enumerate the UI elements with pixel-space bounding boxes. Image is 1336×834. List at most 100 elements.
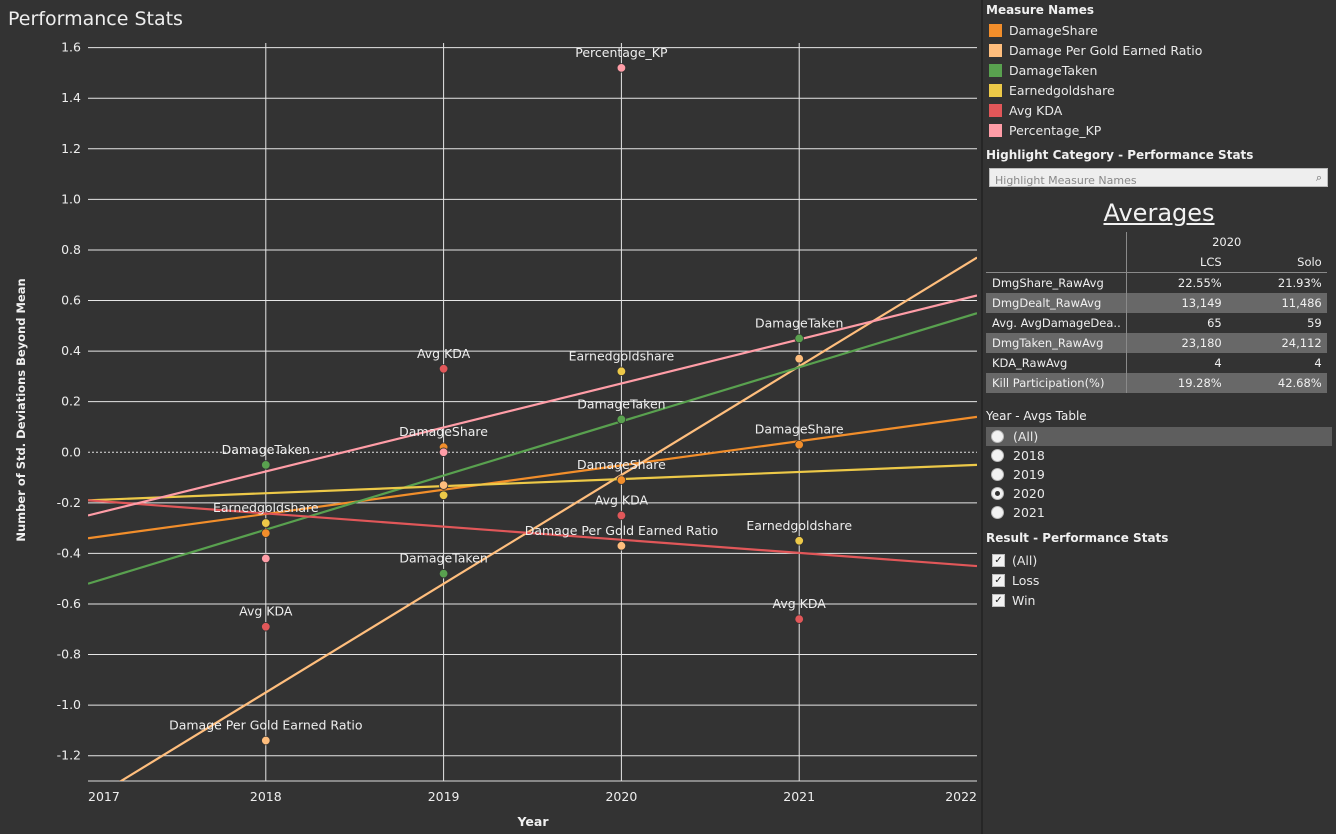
year-option-label: 2018	[1013, 448, 1045, 463]
data-point[interactable]	[616, 414, 627, 425]
search-icon[interactable]: ⌕	[1315, 171, 1322, 184]
averages-row: KDA_RawAvg 4 4	[986, 353, 1327, 373]
radio-button[interactable]	[991, 430, 1004, 443]
data-point[interactable]	[616, 366, 627, 377]
data-point[interactable]	[616, 541, 627, 551]
checkbox[interactable]: ✓	[992, 553, 1005, 567]
legend-item[interactable]: Avg KDA	[986, 100, 1332, 120]
radio-button[interactable]	[991, 487, 1004, 500]
x-tick-label: 2018	[250, 789, 282, 804]
data-point[interactable]	[261, 622, 271, 632]
highlight-title: Highlight Category - Performance Stats	[986, 148, 1254, 162]
data-point[interactable]	[438, 447, 449, 457]
data-point-label: Avg KDA	[239, 604, 293, 619]
year-filter: (All) 2018 2019 2020 2021	[986, 427, 1332, 522]
x-tick-label: 2020	[605, 789, 637, 804]
data-point-label: Avg KDA	[417, 346, 471, 361]
legend-item[interactable]: DamageTaken	[986, 60, 1332, 80]
result-option-label: (All)	[1012, 552, 1038, 568]
legend-label: Avg KDA	[1009, 102, 1063, 118]
year-option[interactable]: 2018	[986, 446, 1332, 465]
highlight-search-box[interactable]: ⌕	[989, 168, 1328, 189]
data-point[interactable]	[261, 528, 271, 538]
year-filter-title: Year - Avgs Table	[986, 409, 1087, 423]
data-point-label: DamageTaken	[222, 442, 310, 457]
legend-item[interactable]: Damage Per Gold Earned Ratio	[986, 40, 1332, 60]
data-point[interactable]	[261, 553, 271, 564]
solo-value: 21.93%	[1226, 272, 1327, 293]
data-point[interactable]	[794, 333, 804, 344]
data-point[interactable]	[616, 475, 627, 485]
data-point[interactable]	[261, 735, 271, 746]
dashboard-title: Performance Stats	[8, 8, 183, 30]
result-option-label: Win	[1012, 592, 1036, 608]
data-point-label: Earnedgoldshare	[746, 518, 852, 533]
legend-swatch	[989, 83, 1002, 97]
checkbox[interactable]: ✓	[992, 573, 1005, 587]
year-option[interactable]: 2020	[986, 484, 1332, 503]
legend-swatch	[989, 123, 1002, 137]
radio-button[interactable]	[991, 506, 1004, 519]
trend-line	[88, 294, 977, 517]
data-point[interactable]	[794, 614, 804, 624]
performance-scatter-chart[interactable]: 1.6 1.4 1.2 1.0 0.8 0.6 0.4 0.2 0.0 -0.2 -0.4 -0.6 -…	[0, 0, 982, 834]
lcs-value: 13,149	[1125, 293, 1227, 313]
y-tick-label: 0.4	[61, 343, 81, 358]
data-point-label: DamageTaken	[577, 396, 665, 411]
data-point[interactable]	[794, 353, 804, 364]
data-point[interactable]	[438, 364, 449, 374]
trend-line	[88, 463, 977, 502]
legend-swatch	[989, 43, 1002, 57]
year-option-label: 2020	[1013, 486, 1045, 501]
data-point[interactable]	[794, 536, 804, 546]
averages-table: 2020 LCS Solo DmgShare_RawAvg 22.55% 21.93…	[986, 232, 1327, 393]
legend-label: Earnedgoldshare	[1009, 82, 1115, 98]
y-tick-label: -0.4	[57, 545, 81, 560]
year-option[interactable]: 2021	[986, 503, 1332, 522]
result-option[interactable]: ✓ Loss	[986, 570, 1332, 590]
y-tick-label: 1.4	[61, 90, 81, 105]
data-point[interactable]	[616, 510, 627, 521]
data-point[interactable]	[261, 518, 271, 528]
legend-item[interactable]: Earnedgoldshare	[986, 80, 1332, 100]
data-point[interactable]	[438, 568, 449, 579]
year-option-label: 2021	[1013, 505, 1045, 520]
lcs-value: 4	[1125, 353, 1227, 373]
result-option[interactable]: ✓ (All)	[986, 550, 1332, 570]
data-point[interactable]	[794, 439, 804, 450]
data-point-label: DamageShare	[577, 457, 666, 472]
row-label: Kill Participation(%)	[986, 373, 1127, 393]
radio-button[interactable]	[991, 449, 1004, 462]
checkbox[interactable]: ✓	[992, 593, 1005, 607]
column-header-lcs: LCS	[1125, 252, 1227, 273]
year-option-label: 2019	[1013, 467, 1045, 482]
year-option[interactable]: (All)	[986, 427, 1332, 446]
averages-row: Avg. AvgDamageDea.. 65 59	[986, 313, 1327, 333]
averages-row: DmgDealt_RawAvg 13,149 11,486	[986, 293, 1327, 313]
y-axis-title: Number of Std. Deviations Beyond Mean	[14, 278, 28, 541]
data-point[interactable]	[261, 460, 271, 470]
legend-swatch	[989, 103, 1002, 117]
solo-value: 11,486	[1226, 293, 1327, 313]
legend-item[interactable]: Percentage_KP	[986, 120, 1332, 140]
x-tick-label: 2019	[428, 789, 460, 804]
averages-row: DmgShare_RawAvg 22.55% 21.93%	[986, 272, 1327, 293]
result-option[interactable]: ✓ Win	[986, 590, 1332, 610]
y-tick-label: -0.6	[57, 596, 81, 611]
legend-label: DamageShare	[1009, 22, 1098, 38]
data-point[interactable]	[438, 490, 449, 500]
highlight-input[interactable]	[990, 172, 1305, 189]
trend-line	[118, 256, 977, 781]
data-point-label: Percentage_KP	[575, 45, 668, 60]
result-filter: ✓ (All) ✓ Loss ✓ Win	[986, 550, 1332, 610]
data-point[interactable]	[616, 63, 627, 73]
radio-button[interactable]	[991, 468, 1004, 481]
averages-row: Kill Participation(%) 19.28% 42.68%	[986, 373, 1327, 393]
data-point[interactable]	[438, 480, 449, 490]
legend-item[interactable]: DamageShare	[986, 20, 1332, 40]
y-tick-label: 0.8	[61, 242, 81, 257]
data-point-label: Damage Per Gold Earned Ratio	[525, 523, 718, 538]
data-point-label: Avg KDA	[773, 596, 827, 611]
year-option[interactable]: 2019	[986, 465, 1332, 484]
x-tick-label: 2022	[945, 789, 977, 804]
